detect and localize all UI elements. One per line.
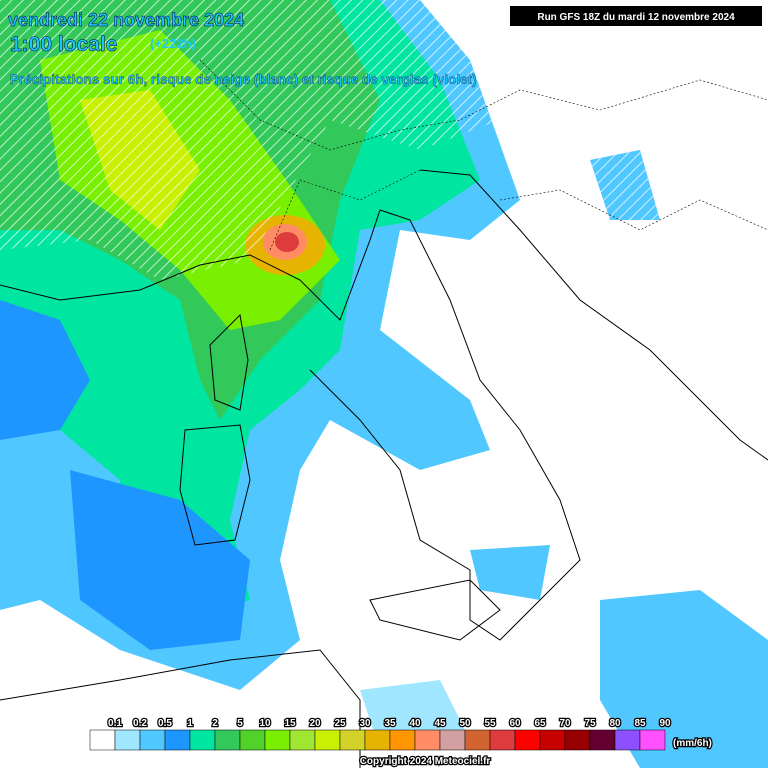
legend-swatch <box>614 729 641 751</box>
legend-label: 90 <box>659 718 671 729</box>
legend-swatch <box>214 729 241 751</box>
legend-label: 1 <box>187 718 193 729</box>
legend-label: 0.1 <box>108 718 122 729</box>
legend-label: 0.5 <box>158 718 172 729</box>
coastlines <box>0 59 768 768</box>
legend-swatch <box>314 729 341 751</box>
legend-label: 30 <box>359 718 371 729</box>
time: 1:00 locale <box>10 33 117 56</box>
legend-label: 55 <box>484 718 496 729</box>
legend-swatch <box>539 729 566 751</box>
legend-swatch <box>89 729 116 751</box>
lead-time: (+222h) <box>150 36 196 51</box>
legend-label: 5 <box>237 718 243 729</box>
legend-label: 2 <box>212 718 218 729</box>
legend-swatch <box>414 729 441 751</box>
legend-label: 70 <box>559 718 571 729</box>
legend-swatch <box>139 729 166 751</box>
legend-swatch <box>589 729 616 751</box>
legend-swatch <box>114 729 141 751</box>
legend-swatch <box>239 729 266 751</box>
header: vendredi 22 novembre 2024 1:00 locale (+… <box>8 6 762 87</box>
legend-label: 75 <box>584 718 596 729</box>
legend-label: 45 <box>434 718 446 729</box>
legend-label: 60 <box>509 718 521 729</box>
run-info: Run GFS 18Z du mardi 12 novembre 2024 <box>537 12 735 23</box>
legend-label: 85 <box>634 718 646 729</box>
legend-swatch <box>564 729 591 751</box>
legend-label: 15 <box>284 718 296 729</box>
date: vendredi 22 novembre 2024 <box>8 10 244 30</box>
legend-swatch <box>164 729 191 751</box>
legend-label: 80 <box>609 718 621 729</box>
legend-swatch <box>389 729 416 751</box>
legend-swatch <box>189 729 216 751</box>
legend-swatch <box>339 729 366 751</box>
legend-label: 40 <box>409 718 421 729</box>
copyright: Copyright 2024 Meteociel.fr <box>360 756 491 767</box>
legend-label: 65 <box>534 718 546 729</box>
legend-label: 35 <box>384 718 396 729</box>
legend-swatch <box>439 729 466 751</box>
legend-label: 50 <box>459 718 471 729</box>
legend-swatch <box>639 729 666 751</box>
run-box <box>510 6 762 26</box>
legend-label: 0.2 <box>133 718 147 729</box>
legend-swatch <box>514 729 541 751</box>
legend-label: 20 <box>309 718 321 729</box>
description: Précipitations sur 6h, risque de neige (… <box>10 72 477 87</box>
legend-label: 10 <box>259 718 271 729</box>
legend-swatch <box>289 729 316 751</box>
legend-swatch <box>264 729 291 751</box>
legend-label: 25 <box>334 718 346 729</box>
legend-swatch <box>364 729 391 751</box>
legend-unit: (mm/6h) <box>673 738 712 749</box>
legend: 0.1 0.2 0.5 1 2 5 10 15 20 25 30 35 40 45 50 55 60 65 70 75… <box>89 717 672 751</box>
legend-swatch <box>464 729 491 751</box>
legend-swatch <box>489 729 516 751</box>
